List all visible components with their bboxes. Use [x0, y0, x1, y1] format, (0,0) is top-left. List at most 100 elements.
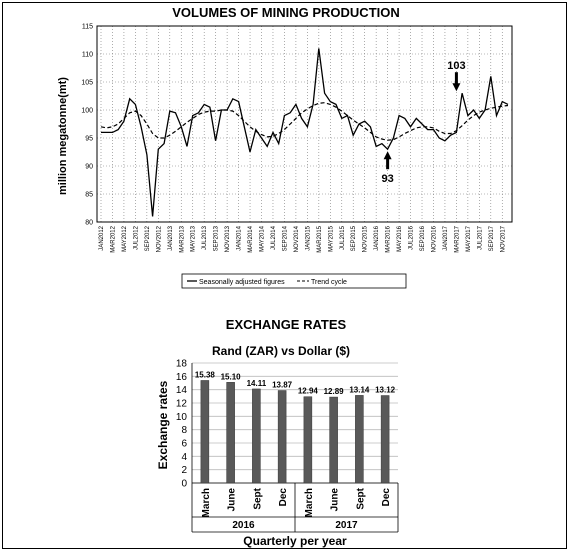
exchange-bar [303, 396, 313, 484]
mining-x-tick-label: NOV2012 [156, 225, 162, 252]
exchange-bar [380, 395, 390, 484]
mining-y-tick-label: 90 [85, 164, 93, 171]
exchange-y-tick-label: 18 [176, 359, 188, 370]
mining-x-tick-label: NOV2016 [431, 225, 437, 252]
mining-y-tick-label: 100 [81, 108, 93, 115]
exchange-bar [355, 395, 364, 484]
legend-label-trend: Trend cycle [311, 279, 347, 286]
mining-x-tick-label: MAY2017 [466, 225, 472, 252]
exchange-y-tick-label: 6 [181, 439, 187, 450]
mining-x-tick-label: JUL2016 [409, 225, 415, 250]
mining-x-tick-label: JAN2014 [237, 225, 243, 250]
mining-y-tick-label: 105 [81, 80, 93, 87]
mining-x-tick-label: JUL2014 [271, 225, 277, 250]
exchange-y-tick-label: 14 [176, 385, 188, 396]
mining-chart-plot-area [96, 25, 513, 223]
exchange-bar [277, 390, 287, 484]
mining-y-tick-label: 95 [85, 136, 93, 143]
exchange-chart-y-ticks: 0 2 4 6 8 10 12 14 16 18 [176, 359, 188, 490]
legend-box [181, 273, 407, 289]
mining-x-tick-label: MAY2014 [260, 225, 266, 252]
mining-x-tick-label: MAR2015 [317, 225, 323, 252]
mining-y-tick-label: 115 [82, 24, 93, 31]
trend-cycle-line [100, 102, 509, 141]
exchange-y-tick-label: 2 [181, 465, 187, 476]
exchange-x-tick-label: Dec [381, 488, 392, 507]
mining-x-tick-label: SEP2013 [214, 225, 220, 251]
exchange-chart-y-axis-title: Exchange rates [156, 380, 170, 469]
exchange-bar-value-label: 12.94 [298, 387, 319, 396]
mining-chart-y-ticks: 80 85 90 95 100 105 110 115 [81, 24, 93, 227]
mining-x-tick-label: NOV2015 [363, 225, 369, 252]
exchange-bar-value-label: 14.11 [247, 379, 267, 388]
exchange-bar-value-label: 15.38 [195, 370, 216, 379]
exchange-chart-subtitle: Rand (ZAR) vs Dollar ($) [212, 344, 350, 358]
exchange-x-tick-label: Dec [278, 488, 289, 507]
mining-x-tick-label: SEP2014 [282, 225, 288, 251]
mining-x-tick-label: MAY2015 [328, 225, 334, 252]
mining-y-tick-label: 80 [85, 220, 93, 227]
exchange-year-label: 2016 [232, 520, 255, 531]
mining-x-tick-label: MAR2014 [248, 225, 254, 252]
mining-chart-x-ticks: JAN2012 MAR2012 MAY2012 JUL2012 SEP2012 NOV20… [99, 225, 506, 252]
exchange-bar-value-label: 13.12 [375, 386, 396, 395]
exchange-y-tick-label: 12 [176, 399, 188, 410]
mining-x-tick-label: JAN2017 [443, 225, 449, 250]
exchange-y-tick-label: 16 [176, 372, 188, 383]
mining-x-tick-label: JAN2015 [305, 225, 311, 250]
mining-chart-title: VOLUMES OF MINING PRODUCTION [172, 5, 400, 20]
mining-x-tick-label: NOV2014 [294, 225, 300, 252]
mining-x-tick-label: NOV2013 [225, 225, 231, 252]
exchange-y-tick-label: 10 [176, 412, 188, 423]
page-frame [2, 2, 567, 549]
exchange-chart-x-axis-title: Quarterly per year [243, 534, 347, 548]
mining-x-tick-label: JAN2016 [374, 225, 380, 250]
mining-x-tick-label: NOV2017 [500, 225, 506, 252]
mining-x-tick-label: JUL2012 [133, 225, 139, 250]
exchange-bar [252, 388, 261, 484]
mining-x-tick-label: JUL2013 [202, 225, 208, 250]
mining-x-tick-label: MAR2017 [454, 225, 460, 252]
mining-x-tick-label: JAN2013 [168, 225, 174, 250]
exchange-chart-bars: 15.38 15.10 14.11 13.87 12.94 12.89 13.14 13.12 [195, 370, 396, 484]
exchange-bar-value-label: 13.14 [349, 385, 370, 394]
mining-x-tick-label: MAR2016 [386, 225, 392, 252]
mining-y-tick-label: 85 [85, 192, 93, 199]
exchange-bar [226, 382, 235, 484]
mining-chart-legend: Seasonally adjusted figures Trend cycle [181, 273, 407, 289]
annotation-arrow-trough-head [383, 151, 392, 160]
mining-chart-grid [97, 25, 512, 223]
exchange-bar [329, 396, 338, 484]
exchange-y-tick-label: 8 [181, 425, 187, 436]
mining-chart-annotations: 103 93 [381, 60, 465, 185]
exchange-x-tick-label: March [201, 488, 212, 517]
exchange-bar-value-label: 12.89 [324, 387, 345, 396]
seasonally-adjusted-line [101, 48, 509, 217]
mining-x-tick-label: MAR2012 [110, 225, 116, 252]
exchange-x-tick-label: June [227, 488, 238, 512]
exchange-y-tick-label: 0 [181, 479, 187, 490]
exchange-x-tick-label: June [330, 488, 341, 512]
exchange-bar-value-label: 15.10 [221, 372, 242, 381]
exchange-x-tick-label: Sept [355, 487, 366, 509]
mining-y-tick-label: 110 [82, 52, 93, 59]
mining-x-tick-label: MAR2013 [179, 225, 185, 252]
exchange-x-tick-label: March [304, 488, 315, 517]
annotation-arrow-peak-head [452, 83, 461, 92]
exchange-chart-x-ticks: March June Sept Dec March June Sept Dec 2016 2017 [191, 483, 399, 533]
mining-x-tick-label: JAN2012 [99, 225, 105, 250]
mining-x-tick-label: SEP2012 [145, 225, 151, 251]
annotation-label-trough: 93 [381, 173, 393, 185]
annotation-label-peak: 103 [447, 60, 465, 72]
mining-x-tick-label: MAY2012 [122, 225, 128, 252]
mining-x-tick-label: MAY2013 [191, 225, 197, 252]
exchange-y-tick-label: 4 [181, 452, 187, 463]
exchange-bar-value-label: 13.87 [272, 381, 293, 390]
exchange-year-label: 2017 [335, 520, 358, 531]
mining-chart-series [100, 48, 509, 217]
exchange-bar [200, 380, 210, 484]
legend-label-adjusted: Seasonally adjusted figures [199, 279, 285, 286]
mining-x-tick-label: SEP2016 [420, 225, 426, 251]
mining-chart-y-axis-title: million megatonne(mt) [57, 77, 69, 195]
